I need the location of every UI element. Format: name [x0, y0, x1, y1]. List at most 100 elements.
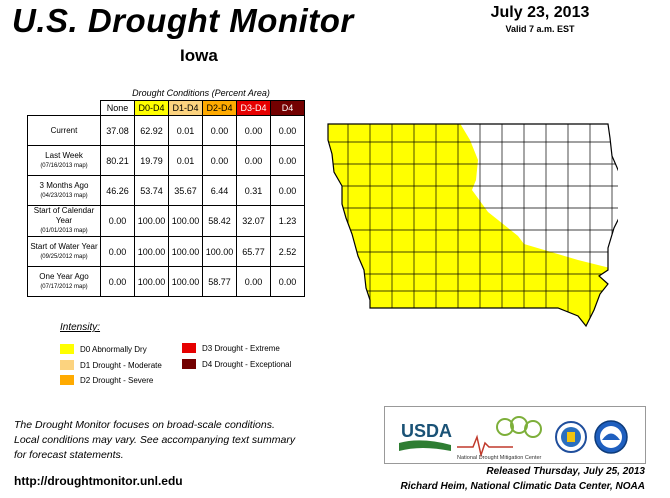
table-cell: 46.26	[100, 175, 135, 206]
table-cell: 100.00	[134, 205, 169, 237]
table-cell: 100.00	[202, 236, 237, 267]
table-cell: 0.00	[270, 115, 305, 146]
usda-logo-text: USDA	[401, 421, 452, 441]
noaa-seal-icon	[594, 420, 628, 454]
table-cell: 0.00	[236, 115, 271, 146]
author-credit: Richard Heim, National Climatic Data Cen…	[400, 481, 645, 492]
table-cell: 62.92	[134, 115, 169, 146]
legend-label-d4: D4 Drought - Exceptional	[202, 359, 292, 369]
disclaimer-line-3: for forecast statements.	[14, 449, 124, 461]
table-row: Start of Calendar Year (01/01/2013 map) 0.…	[27, 205, 305, 237]
row-label-main: Current	[50, 125, 78, 135]
legend-label-d1: D1 Drought - Moderate	[80, 360, 162, 370]
legend-title: Intensity:	[60, 322, 101, 333]
table-cell: 1.23	[270, 205, 305, 237]
col-d2-d4: D2-D4	[202, 100, 237, 116]
drought-conditions-table: None D0-D4 D1-D4 D2-D4 D3-D4 D4 Current 3…	[27, 100, 305, 297]
disclaimer-line-1: The Drought Monitor focuses on broad-sca…	[14, 419, 275, 431]
row-label: Current	[27, 115, 101, 146]
table-cell: 65.77	[236, 236, 271, 267]
row-label: One Year Ago (07/17/2012 map)	[27, 266, 101, 297]
table-cell: 37.08	[100, 115, 135, 146]
map-date: July 23, 2013	[490, 4, 590, 21]
table-cell: 58.42	[202, 205, 237, 237]
table-cell: 0.31	[236, 175, 271, 206]
table-cell: 0.00	[100, 236, 135, 267]
table-cell: 100.00	[168, 236, 203, 267]
state-name: Iowa	[180, 46, 218, 65]
table-cell: 58.77	[202, 266, 237, 297]
ndmc-logo-text: National Drought Mitigation Center	[457, 455, 542, 461]
col-d1-d4: D1-D4	[168, 100, 203, 116]
table-header-row: None D0-D4 D1-D4 D2-D4 D3-D4 D4	[28, 100, 305, 116]
table-cell: 19.79	[134, 145, 169, 176]
usda-logo: USDA	[399, 421, 452, 451]
legend-label-d0: D0 Abnormally Dry	[80, 344, 147, 354]
table-cell: 6.44	[202, 175, 237, 206]
disclaimer-line-2: Local conditions may vary. See accompany…	[14, 434, 296, 446]
disclaimer-text: The Drought Monitor focuses on broad-sca…	[14, 418, 295, 463]
table-cell: 100.00	[168, 266, 203, 297]
table-cell: 0.00	[202, 145, 237, 176]
table-row: One Year Ago (07/17/2012 map) 0.00 100.00 10…	[27, 266, 305, 297]
row-label-main: One Year Ago	[39, 271, 89, 281]
legend-swatch-d0	[60, 344, 74, 354]
valid-time: Valid 7 a.m. EST	[505, 24, 575, 34]
legend-swatch-d1	[60, 360, 74, 370]
row-label-date: (04/23/2013 map)	[40, 192, 88, 199]
legend-item-d1: D1 Drought - Moderate	[60, 360, 162, 370]
table-cell: 0.00	[236, 145, 271, 176]
table-cell: 100.00	[134, 236, 169, 267]
table-cell: 0.00	[270, 175, 305, 206]
d0-abnormally-dry-area	[328, 124, 618, 326]
doc-seal-icon	[555, 421, 587, 453]
table-row: Last Week (07/16/2013 map) 80.21 19.79 0.01 0…	[27, 145, 305, 176]
legend-item-d3: D3 Drought - Extreme	[182, 343, 280, 353]
table-row: Start of Water Year (09/25/2012 map) 0.00 1…	[27, 236, 305, 267]
logos-graphic: USDA National Drought Mitigation Center	[399, 416, 628, 461]
table-row: 3 Months Ago (04/23/2013 map) 46.26 53.74 35…	[27, 175, 305, 206]
col-d3-d4: D3-D4	[236, 100, 271, 116]
table-cell: 0.00	[236, 266, 271, 297]
row-label-main: Start of Calendar Year	[33, 206, 95, 225]
website-link[interactable]: http://droughtmonitor.unl.edu	[14, 474, 183, 488]
row-label-date: (01/01/2013 map)	[40, 228, 88, 234]
table-cell: 32.07	[236, 205, 271, 237]
table-cell: 0.01	[168, 145, 203, 176]
row-label: Start of Water Year (09/25/2012 map)	[27, 236, 101, 267]
table-cell: 0.00	[100, 266, 135, 297]
table-cell: 0.00	[100, 205, 135, 237]
row-label-date: (07/17/2012 map)	[40, 283, 88, 290]
partner-logos: USDA National Drought Mitigation Center	[384, 406, 646, 464]
row-label: 3 Months Ago (04/23/2013 map)	[27, 175, 101, 206]
table-cell: 0.00	[202, 115, 237, 146]
table-cell: 0.01	[168, 115, 203, 146]
legend-item-d2: D2 Drought - Severe	[60, 375, 153, 385]
legend-label-d2: D2 Drought - Severe	[80, 375, 154, 385]
ndmc-logo: National Drought Mitigation Center	[457, 416, 542, 461]
iowa-drought-map	[327, 123, 618, 328]
row-label-date: (09/25/2012 map)	[40, 253, 88, 260]
iowa-state-outline	[327, 123, 618, 328]
row-label-date: (07/16/2013 map)	[40, 162, 88, 169]
col-d0-d4: D0-D4	[134, 100, 169, 116]
legend-swatch-d2	[60, 375, 74, 385]
table-cell: 100.00	[134, 266, 169, 297]
table-row: Current 37.08 62.92 0.01 0.00 0.00 0.00	[27, 115, 305, 146]
table-cell: 35.67	[168, 175, 203, 206]
row-label: Last Week (07/16/2013 map)	[27, 145, 101, 176]
row-label: Start of Calendar Year (01/01/2013 map)	[27, 205, 101, 237]
col-d4: D4	[270, 100, 305, 116]
blank-header	[28, 101, 101, 116]
table-cell: 53.74	[134, 175, 169, 206]
table-cell: 0.00	[270, 266, 305, 297]
table-cell: 2.52	[270, 236, 305, 267]
table-cell: 80.21	[100, 145, 135, 176]
legend-item-d0: D0 Abnormally Dry	[60, 344, 147, 354]
legend-swatch-d3	[182, 343, 196, 353]
page-title: U.S. Drought Monitor	[12, 2, 354, 39]
release-date: Released Thursday, July 25, 2013	[486, 466, 645, 477]
col-none: None	[100, 100, 135, 116]
legend-label-d3: D3 Drought - Extreme	[202, 343, 280, 353]
row-label-main: Start of Water Year	[30, 241, 98, 251]
